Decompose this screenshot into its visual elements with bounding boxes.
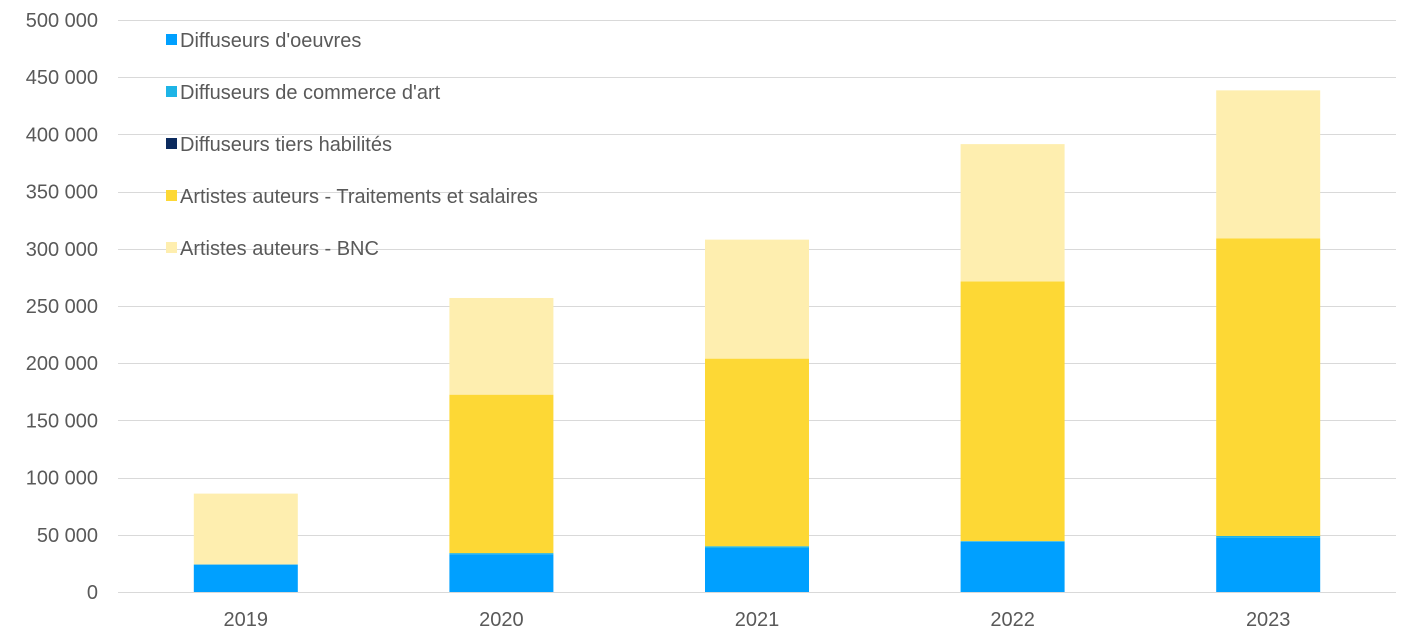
bar-segment — [960, 541, 1065, 542]
bar-segment — [449, 297, 554, 395]
bar-stack-2023 — [1216, 90, 1321, 592]
bar-segment — [960, 144, 1065, 282]
legend-item: Artistes auteurs - Traitements et salair… — [166, 186, 538, 208]
bar-stack-2020 — [449, 297, 554, 592]
legend-item: Artistes auteurs - BNC — [166, 238, 379, 260]
bar-segment — [960, 281, 1065, 542]
legend-item: Diffuseurs tiers habilités — [166, 134, 392, 156]
x-tick-label: 2022 — [990, 609, 1035, 631]
bar-segment — [1216, 537, 1321, 592]
y-axis-tick-labels: 0 50 000 100 000 150 000 200 000 250 000 300 0… — [26, 10, 98, 604]
x-tick-label: 2021 — [735, 609, 780, 631]
legend-label: Artistes auteurs - BNC — [180, 238, 379, 260]
legend-label: Diffuseurs d'oeuvres — [180, 30, 361, 52]
y-tick-label: 50 000 — [37, 525, 98, 547]
y-tick-label: 300 000 — [26, 239, 98, 261]
legend-swatch — [166, 138, 177, 149]
bar-segment — [705, 546, 809, 548]
bar-segment — [193, 493, 298, 565]
y-tick-label: 450 000 — [26, 67, 98, 89]
legend-label: Diffuseurs tiers habilités — [180, 134, 392, 156]
legend: Diffuseurs d'oeuvres Diffuseurs de commer… — [166, 30, 538, 260]
y-tick-label: 500 000 — [26, 10, 98, 32]
bar-segment — [960, 541, 1065, 592]
bar-segment — [1216, 535, 1321, 538]
bar-segment — [193, 564, 298, 592]
bar-segment — [449, 554, 554, 592]
bar-segment — [705, 239, 809, 359]
y-tick-label: 350 000 — [26, 182, 98, 204]
x-tick-label: 2020 — [479, 609, 524, 631]
bar-segment — [449, 394, 554, 554]
bar-stack-2021 — [705, 239, 809, 592]
y-tick-label: 250 000 — [26, 296, 98, 318]
bar-segment — [705, 547, 809, 592]
legend-swatch — [166, 190, 177, 201]
bar-segment — [705, 358, 809, 547]
bar-stacks — [193, 90, 1321, 592]
legend-swatch — [166, 34, 177, 45]
x-tick-label: 2023 — [1246, 609, 1291, 631]
bar-segment — [449, 553, 554, 555]
bar-segment — [1216, 238, 1321, 536]
x-tick-label: 2019 — [224, 609, 269, 631]
x-axis-tick-labels: 2019 2020 2021 2022 2023 — [224, 609, 1291, 631]
legend-label: Diffuseurs de commerce d'art — [180, 82, 441, 104]
y-tick-label: 200 000 — [26, 353, 98, 375]
legend-label: Artistes auteurs - Traitements et salair… — [180, 186, 538, 208]
bar-stack-2019 — [193, 493, 298, 592]
legend-swatch — [166, 86, 177, 97]
y-tick-label: 150 000 — [26, 410, 98, 432]
bar-stack-2022 — [960, 144, 1065, 592]
legend-item: Diffuseurs d'oeuvres — [166, 30, 361, 52]
y-tick-label: 100 000 — [26, 468, 98, 490]
legend-swatch — [166, 242, 177, 253]
legend-item: Diffuseurs de commerce d'art — [166, 82, 441, 104]
y-tick-label: 400 000 — [26, 124, 98, 146]
y-tick-label: 0 — [87, 582, 98, 604]
bar-segment — [1216, 90, 1321, 239]
